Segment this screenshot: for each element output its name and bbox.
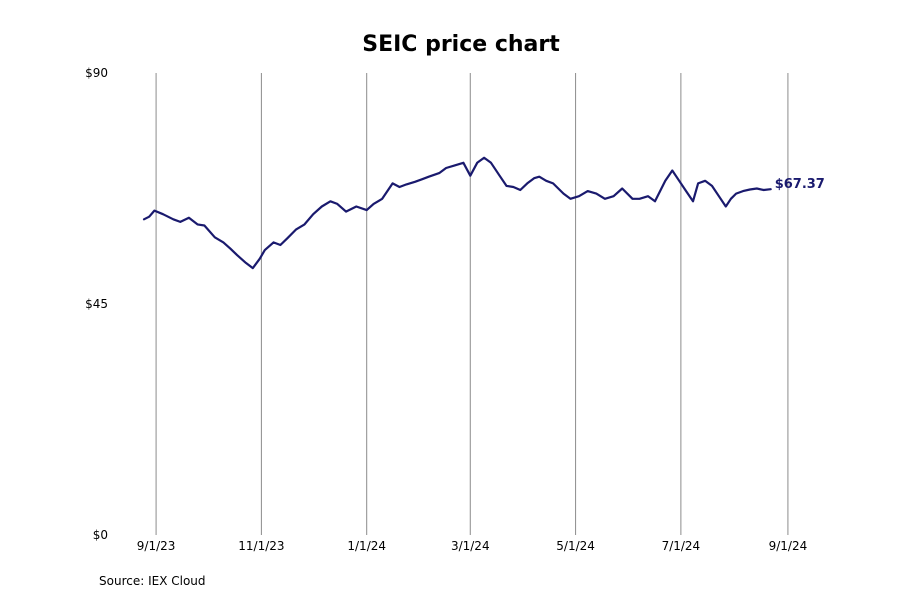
x-tick-label: 7/1/24 xyxy=(662,539,701,553)
chart-title: SEIC price chart xyxy=(362,32,560,57)
y-tick-label: $0 xyxy=(93,528,108,542)
x-tick-label: 9/1/24 xyxy=(769,539,808,553)
x-tick-label: 5/1/24 xyxy=(556,539,595,553)
y-axis-ticks: $0 $45 $90 xyxy=(85,66,108,542)
price-line xyxy=(142,156,772,270)
y-tick-label: $45 xyxy=(85,297,108,311)
x-tick-label: 1/1/24 xyxy=(347,539,386,553)
x-tick-label: 9/1/23 xyxy=(137,539,176,553)
last-price-label: $67.37 xyxy=(775,177,825,192)
x-tick-label: 11/1/23 xyxy=(238,539,284,553)
source-note: Source: IEX Cloud xyxy=(99,574,206,588)
grid-lines xyxy=(155,73,789,535)
x-axis-ticks: 9/1/23 11/1/23 1/1/24 3/1/24 5/1/24 7/1/24 9/1… xyxy=(137,539,807,553)
series-layer xyxy=(142,156,772,270)
y-tick-label: $90 xyxy=(85,66,108,80)
x-tick-label: 3/1/24 xyxy=(451,539,490,553)
